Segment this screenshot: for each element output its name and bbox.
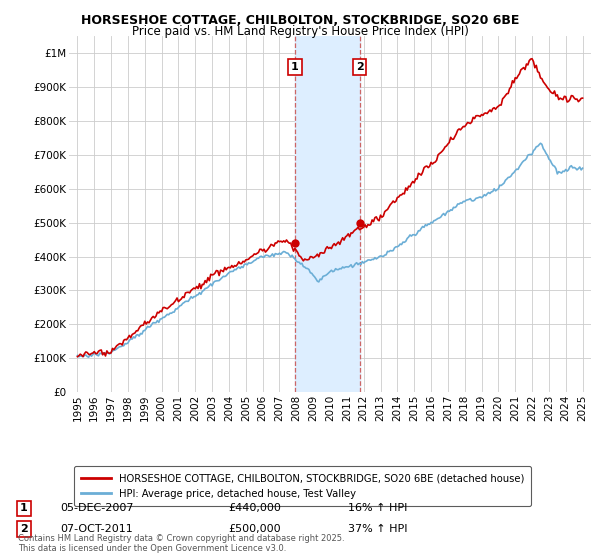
Bar xyxy=(295,36,360,392)
Text: 16% ↑ HPI: 16% ↑ HPI xyxy=(348,503,407,514)
Text: 2: 2 xyxy=(356,62,364,72)
Text: HORSESHOE COTTAGE, CHILBOLTON, STOCKBRIDGE, SO20 6BE: HORSESHOE COTTAGE, CHILBOLTON, STOCKBRID… xyxy=(81,14,519,27)
Text: £440,000: £440,000 xyxy=(228,503,281,514)
Text: £500,000: £500,000 xyxy=(228,524,281,534)
Text: 1: 1 xyxy=(291,62,299,72)
Text: Contains HM Land Registry data © Crown copyright and database right 2025.
This d: Contains HM Land Registry data © Crown c… xyxy=(18,534,344,553)
Text: Price paid vs. HM Land Registry's House Price Index (HPI): Price paid vs. HM Land Registry's House … xyxy=(131,25,469,38)
Text: 2: 2 xyxy=(20,524,28,534)
Text: 07-OCT-2011: 07-OCT-2011 xyxy=(60,524,133,534)
Text: 1: 1 xyxy=(20,503,28,514)
Text: 05-DEC-2007: 05-DEC-2007 xyxy=(60,503,133,514)
Text: 37% ↑ HPI: 37% ↑ HPI xyxy=(348,524,407,534)
Legend: HORSESHOE COTTAGE, CHILBOLTON, STOCKBRIDGE, SO20 6BE (detached house), HPI: Aver: HORSESHOE COTTAGE, CHILBOLTON, STOCKBRID… xyxy=(74,466,532,506)
